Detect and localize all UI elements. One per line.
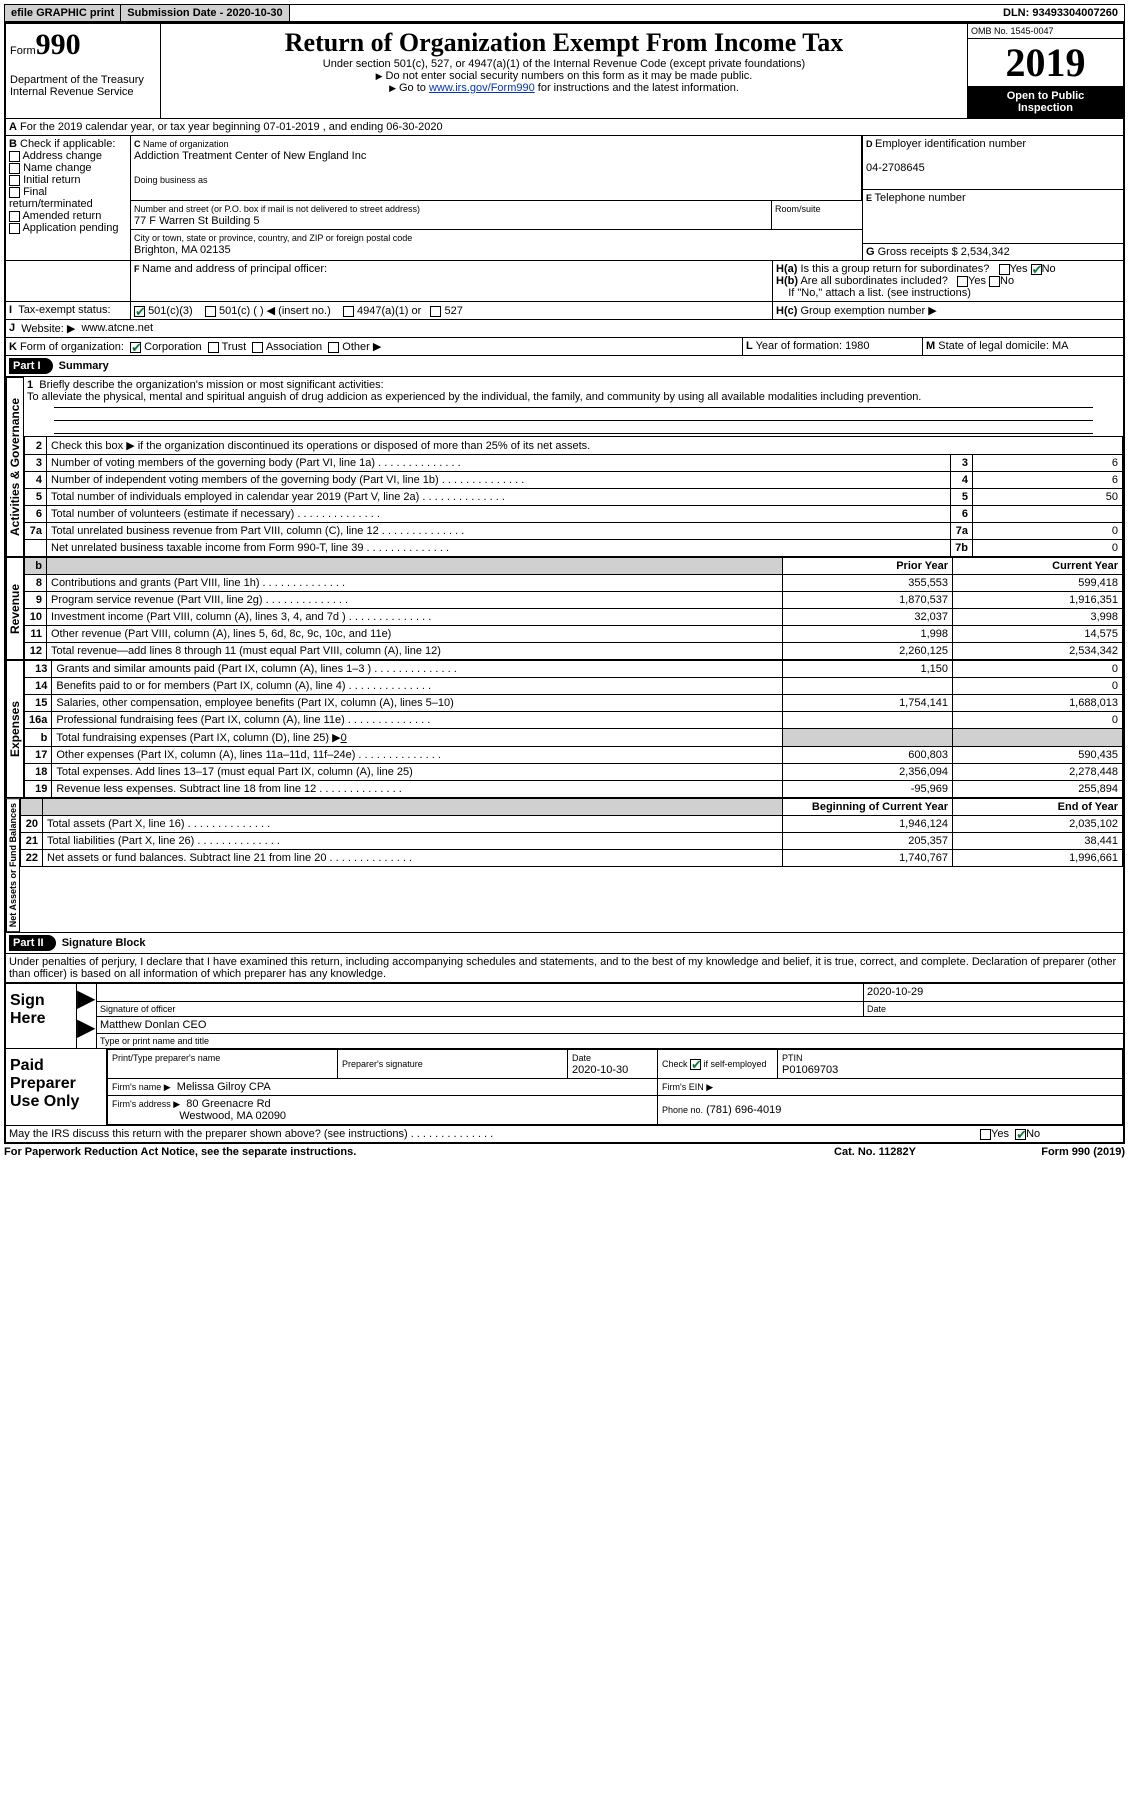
declaration-text: Under penalties of perjury, I declare th… <box>6 954 1123 983</box>
part1-header: Part I <box>9 358 53 374</box>
footer: For Paperwork Reduction Act Notice, see … <box>4 1144 1125 1160</box>
sig-date: 2020-10-29 <box>863 984 1123 1001</box>
hb-no-checkbox[interactable] <box>989 276 1000 287</box>
firm-phone: (781) 696-4019 <box>706 1104 781 1116</box>
website: www.atcne.net <box>81 322 153 335</box>
ptin: P01069703 <box>782 1064 838 1076</box>
trust-checkbox[interactable] <box>208 342 219 353</box>
org-name: Addiction Treatment Center of New Englan… <box>134 150 366 162</box>
firm-name: Melissa Gilroy CPA <box>177 1081 271 1093</box>
irs-link[interactable]: www.irs.gov/Form990 <box>429 82 535 94</box>
address-change-checkbox[interactable] <box>9 151 20 162</box>
state-domicile: MA <box>1052 340 1069 352</box>
sidebar-activities: Activities & Governance <box>6 377 24 557</box>
revenue-table: bPrior YearCurrent Year 8Contributions a… <box>24 557 1123 660</box>
501c-other-checkbox[interactable] <box>205 306 216 317</box>
501c3-checkbox[interactable] <box>134 306 145 317</box>
efile-print-button[interactable]: efile GRAPHIC print <box>5 5 121 21</box>
year-formation: 1980 <box>845 340 869 352</box>
initial-return-checkbox[interactable] <box>9 175 20 186</box>
527-checkbox[interactable] <box>430 306 441 317</box>
dln: DLN: 93493304007260 <box>997 5 1124 21</box>
section-a: A For the 2019 calendar year, or tax yea… <box>6 119 1123 136</box>
sidebar-expenses: Expenses <box>6 660 24 798</box>
expenses-table: 13Grants and similar amounts paid (Part … <box>24 660 1123 798</box>
paid-preparer-block: Paid Preparer Use Only Print/Type prepar… <box>6 1048 1123 1125</box>
ein: 04-2708645 <box>866 162 925 174</box>
form-container: Form990 Department of the Treasury Inter… <box>4 22 1125 1144</box>
org-address: 77 F Warren St Building 5 <box>134 215 260 227</box>
application-pending-checkbox[interactable] <box>9 223 20 234</box>
sign-here-block: Sign Here ▶▶ 2020-10-29 Signature of off… <box>6 983 1123 1048</box>
top-bar: efile GRAPHIC print Submission Date - 20… <box>4 4 1125 22</box>
governance-table: 2Check this box ▶ if the organization di… <box>24 436 1123 557</box>
mission-text: To alleviate the physical, mental and sp… <box>27 391 921 403</box>
assoc-checkbox[interactable] <box>252 342 263 353</box>
amended-return-checkbox[interactable] <box>9 211 20 222</box>
ha-no-checkbox[interactable] <box>1031 264 1042 275</box>
sidebar-netassets: Net Assets or Fund Balances <box>6 798 20 932</box>
form-label-box: Form990 Department of the Treasury Inter… <box>6 24 161 118</box>
officer-name: Matthew Donlan CEO <box>97 1017 1123 1033</box>
preparer-date: 2020-10-30 <box>572 1064 628 1076</box>
form-title-box: Return of Organization Exempt From Incom… <box>161 24 968 118</box>
form-title: Return of Organization Exempt From Incom… <box>165 28 963 58</box>
4947-checkbox[interactable] <box>343 306 354 317</box>
name-change-checkbox[interactable] <box>9 163 20 174</box>
final-return-checkbox[interactable] <box>9 187 20 198</box>
corp-checkbox[interactable] <box>130 342 141 353</box>
gross-receipts: 2,534,342 <box>961 246 1010 258</box>
sidebar-revenue: Revenue <box>6 557 24 660</box>
firm-addr: 80 Greenacre Rd <box>186 1098 270 1110</box>
self-employed-checkbox[interactable] <box>690 1059 701 1070</box>
year-box: OMB No. 1545-0047 2019 Open to PublicIns… <box>968 24 1123 118</box>
ha-yes-checkbox[interactable] <box>999 264 1010 275</box>
part2-header: Part II <box>9 935 56 951</box>
section-b: B Check if applicable: Address change Na… <box>6 136 131 260</box>
org-city: Brighton, MA 02135 <box>134 244 231 256</box>
discuss-no-checkbox[interactable] <box>1015 1129 1026 1140</box>
net-assets-table: Beginning of Current YearEnd of Year 20T… <box>20 798 1123 867</box>
hb-yes-checkbox[interactable] <box>957 276 968 287</box>
submission-date: Submission Date - 2020-10-30 <box>121 5 289 21</box>
discuss-yes-checkbox[interactable] <box>980 1129 991 1140</box>
other-checkbox[interactable] <box>328 342 339 353</box>
